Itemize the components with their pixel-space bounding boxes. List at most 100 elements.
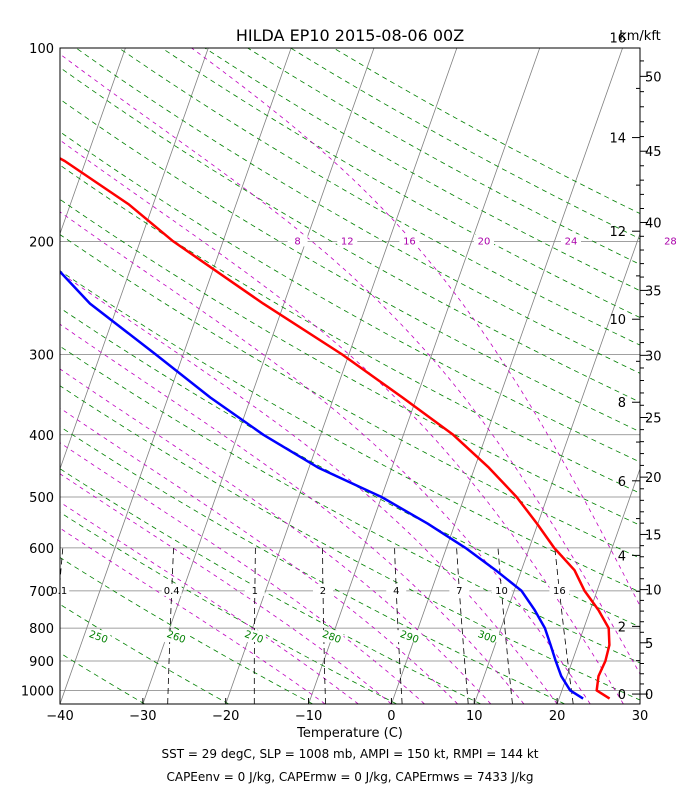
dry-adiabat xyxy=(60,511,397,704)
mixing-ratio-label: 2 xyxy=(320,586,326,597)
pressure-tick-label: 800 xyxy=(29,622,54,637)
dry-adiabat xyxy=(60,98,640,433)
pressure-tick-label: 500 xyxy=(29,491,54,506)
pressure-tick-label: 400 xyxy=(29,429,54,444)
moist-adiabat xyxy=(60,407,458,704)
moist-adiabat-label: 28 xyxy=(664,236,677,247)
dry-adiabat-label-bg xyxy=(397,630,422,643)
x-tick-label: −30 xyxy=(129,709,156,724)
moist-adiabat-label-bg xyxy=(287,234,308,247)
km-tick-label: 14 xyxy=(609,132,626,147)
kft-tick-label: 20 xyxy=(645,471,662,486)
moist-adiabat-label-bg xyxy=(660,234,681,247)
dewpoint-profile xyxy=(60,269,584,700)
isotherm xyxy=(391,48,623,704)
moist-adiabat xyxy=(60,368,492,704)
dry-adiabat xyxy=(60,67,640,403)
mixing-ratio-label: 0.1 xyxy=(51,586,67,597)
km-tick-label: 6 xyxy=(618,475,626,490)
moist-adiabat xyxy=(60,442,425,704)
kft-tick-label: 40 xyxy=(645,216,662,231)
mixing-ratio-line xyxy=(456,547,469,704)
km-tick-label: 0 xyxy=(618,688,626,703)
kft-tick-label: 15 xyxy=(645,528,662,543)
kft-tick-label: 30 xyxy=(645,349,662,364)
mixing-ratio-line xyxy=(322,547,326,704)
dry-adiabat xyxy=(60,426,565,704)
mixing-ratio-label-bg xyxy=(449,583,470,596)
x-tick-label: 30 xyxy=(632,709,649,724)
x-tick-label: 10 xyxy=(466,709,483,724)
mixing-ratio-line xyxy=(554,547,574,704)
km-tick-label: 2 xyxy=(618,620,626,635)
mixing-ratio-label-bg xyxy=(244,583,265,596)
moist-adiabat-label: 16 xyxy=(403,236,416,247)
moist-adiabat-label-bg xyxy=(399,234,420,247)
mixing-ratio-label-bg xyxy=(386,583,407,596)
kft-tick-label: 45 xyxy=(645,145,662,160)
pressure-tick-label: 300 xyxy=(29,348,54,363)
moist-adiabat-label-bg xyxy=(337,234,358,247)
kft-tick-label: 50 xyxy=(645,70,662,85)
isotherm xyxy=(473,232,640,704)
kft-tick-label: 10 xyxy=(645,584,662,599)
kft-tick-label: 35 xyxy=(645,284,662,299)
moist-adiabat xyxy=(60,527,326,704)
moist-adiabat xyxy=(60,211,591,704)
dry-adiabat xyxy=(60,270,640,593)
mixing-ratio-line xyxy=(497,547,513,704)
dry-adiabat xyxy=(247,48,640,265)
mixing-ratio-line xyxy=(167,547,174,704)
chart-title: HILDA EP10 2015-08-06 00Z xyxy=(236,26,464,45)
moist-adiabat-label: 20 xyxy=(478,236,491,247)
mixing-ratio-label: 4 xyxy=(393,586,399,597)
pressure-tick-label: 1000 xyxy=(21,684,54,699)
mixing-ratio-label: 10 xyxy=(495,586,508,597)
isotherm xyxy=(556,467,640,704)
moist-adiabat xyxy=(191,48,640,607)
mixing-ratio-label-bg xyxy=(312,583,333,596)
isotherm xyxy=(308,48,541,704)
moist-adiabat-label: 8 xyxy=(294,236,300,247)
isotherm xyxy=(0,48,43,704)
dry-adiabat xyxy=(60,468,481,704)
pressure-tick-label: 900 xyxy=(29,655,54,670)
axes-layer: −40 −30 −20 −10 0 10 20 30100200300400500600700… xyxy=(21,32,662,724)
mixing-ratio-line xyxy=(253,547,256,704)
x-axis-label: Temperature (C) xyxy=(296,726,403,741)
mixing-ratio-label: 7 xyxy=(456,586,462,597)
dry-adiabat xyxy=(60,307,640,628)
annotation-line-2: CAPEenv = 0 J/kg, CAPErmw = 0 J/kg, CAPE… xyxy=(166,770,533,784)
dry-adiabat-label-bg xyxy=(241,630,266,643)
km-tick-label: 10 xyxy=(609,313,626,328)
moist-adiabat-label: 24 xyxy=(565,236,578,247)
isotherm xyxy=(60,48,126,235)
grid-labels: 0.10.41247101681216202428322502602702802… xyxy=(49,234,681,646)
x-tick-label: 20 xyxy=(549,709,566,724)
mixing-ratio-label: 1 xyxy=(252,586,258,597)
dry-adiabat xyxy=(60,703,61,704)
moist-adiabat xyxy=(60,473,392,704)
plot-frame xyxy=(59,47,641,705)
annotation-line-1: SST = 29 degC, SLP = 1008 mb, AMPI = 150… xyxy=(161,747,538,761)
dry-adiabat xyxy=(60,385,640,701)
x-tick-label: −40 xyxy=(46,709,73,724)
dry-adiabat xyxy=(60,557,313,704)
mixing-ratio-label-bg xyxy=(161,583,182,596)
dry-adiabat-label-bg xyxy=(475,630,500,643)
mixing-ratio-label: 16 xyxy=(553,586,566,597)
km-tick-label: 4 xyxy=(618,549,626,564)
moist-adiabat xyxy=(60,323,525,704)
kft-tick-label: 5 xyxy=(645,637,653,652)
km-tick-label: 8 xyxy=(618,396,626,411)
dry-adiabat xyxy=(118,48,640,346)
temperature-profile xyxy=(60,156,611,700)
dry-adiabat xyxy=(75,48,640,374)
dry-adiabat-label-bg xyxy=(86,630,111,643)
dry-adiabat-label-bg xyxy=(319,630,344,643)
pressure-tick-label: 700 xyxy=(29,585,54,600)
dry-adiabat-label-bg xyxy=(164,630,189,643)
pressure-tick-label: 600 xyxy=(29,542,54,557)
moist-adiabat xyxy=(60,139,624,704)
